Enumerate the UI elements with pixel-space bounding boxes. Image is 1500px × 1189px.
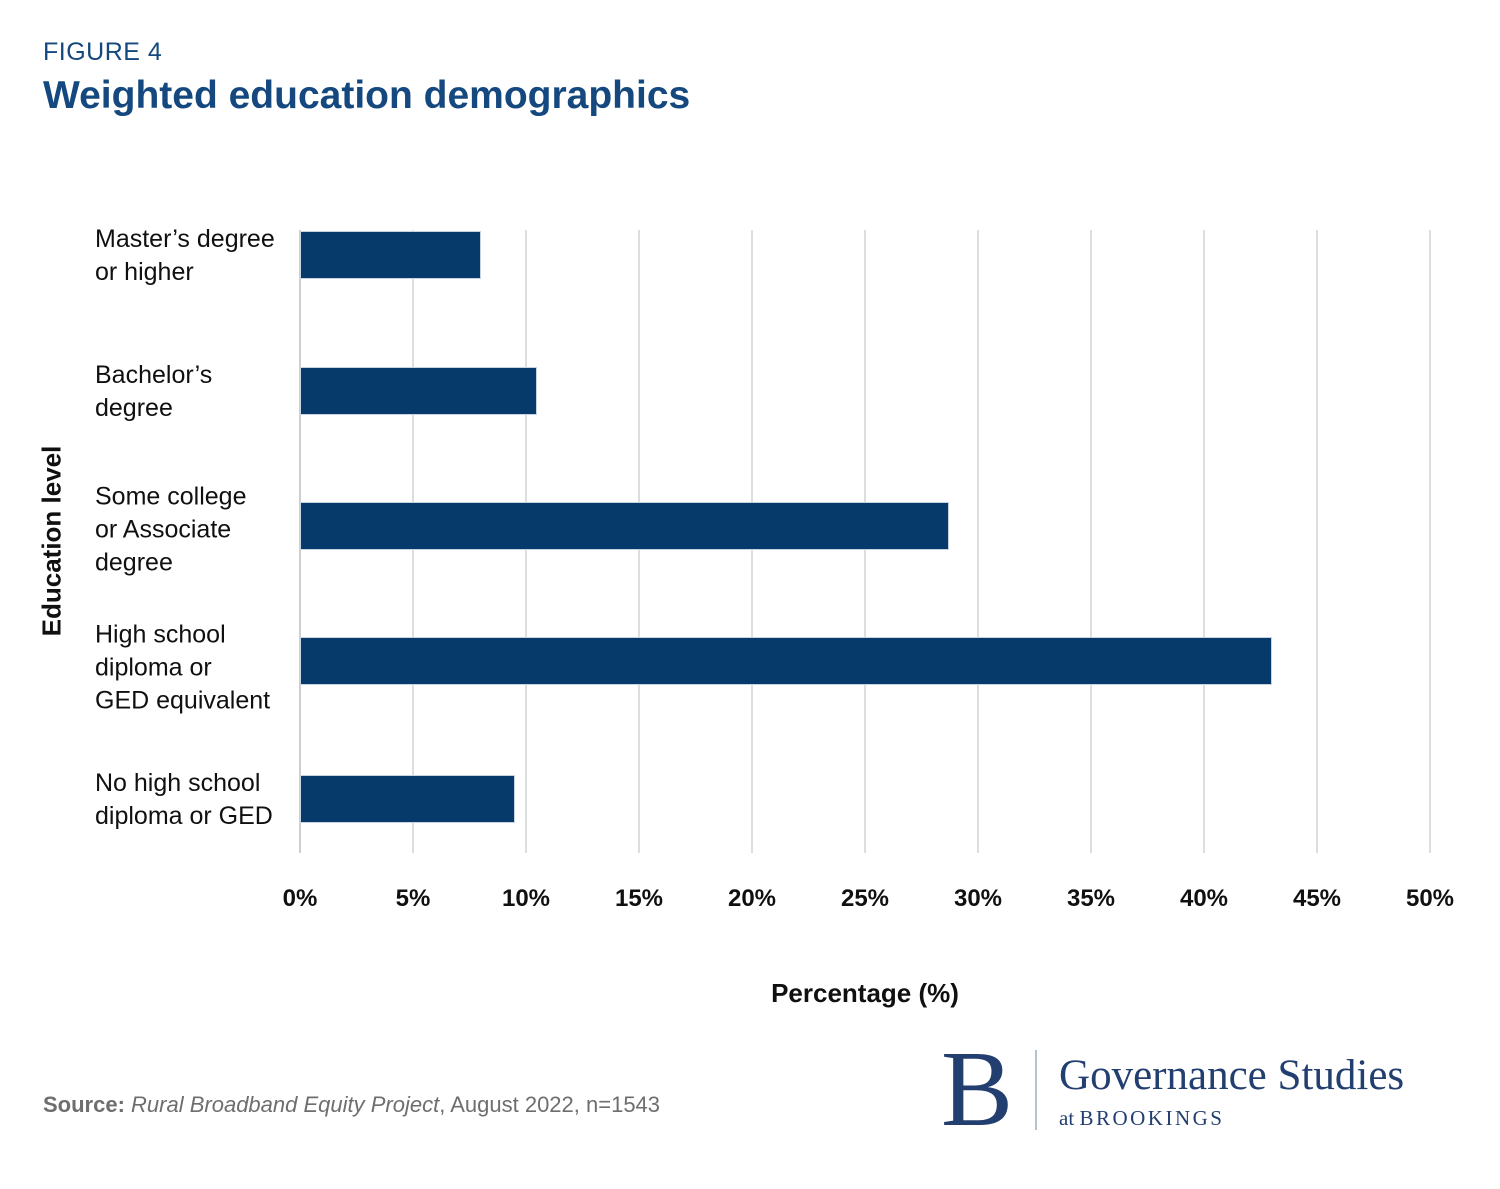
x-tick-label: 5%	[395, 885, 431, 912]
gridline	[1203, 230, 1205, 853]
category-label-some-college: Some college or Associate degree	[95, 482, 247, 577]
x-axis-ticks: 0% 5% 10% 15% 20% 25% 30% 35% 40% 45% 50%	[283, 885, 1454, 915]
gridline	[1316, 230, 1318, 853]
category-label-bachelors: Bachelor’s degree	[95, 361, 213, 422]
brookings-b-monogram: B	[941, 1030, 1014, 1149]
bar-some-college-or-associate	[300, 502, 949, 550]
y-axis-title: Education level	[36, 445, 67, 637]
bar-bachelors-degree	[300, 367, 538, 415]
logo-text: Governance Studies at BROOKINGS	[1059, 1048, 1404, 1131]
x-axis-title: Percentage (%)	[771, 978, 959, 1008]
source-details: , August 2022, n=1543	[439, 1092, 661, 1117]
gridline	[1090, 230, 1092, 853]
logo-subtitle-brookings: BROOKINGS	[1079, 1106, 1225, 1130]
plot-area	[299, 230, 1431, 853]
category-label-masters: Master’s degree or higher	[95, 225, 275, 286]
x-tick-label: 35%	[1066, 885, 1116, 912]
x-tick-label: 20%	[727, 885, 777, 912]
category-label-high-school: High school diploma or GED equivalent	[95, 620, 271, 715]
x-tick-label: 15%	[614, 885, 664, 912]
logo-program-name: Governance Studies	[1059, 1052, 1405, 1099]
logo-divider	[1035, 1050, 1038, 1130]
logo-subtitle-at: at	[1059, 1106, 1075, 1130]
gridline	[1429, 230, 1431, 853]
logo-subtitle: at BROOKINGS	[1059, 1106, 1404, 1131]
figure-number-label: FIGURE 4	[43, 38, 163, 66]
x-tick-label: 50%	[1405, 885, 1455, 912]
figure-title: Weighted education demographics	[43, 74, 691, 117]
x-tick-label: 0%	[282, 885, 318, 912]
x-tick-label: 30%	[953, 885, 1003, 912]
gridline	[977, 230, 979, 853]
bar-no-high-school-diploma	[300, 775, 515, 823]
x-tick-label: 10%	[501, 885, 551, 912]
x-tick-label: 40%	[1179, 885, 1229, 912]
source-prefix: Source:	[43, 1092, 125, 1117]
x-tick-label: 25%	[840, 885, 890, 912]
brookings-logo: B Governance Studies at BROOKINGS	[941, 1030, 1404, 1149]
source-project-name: Rural Broadband Equity Project	[124, 1092, 440, 1117]
x-tick-label: 45%	[1292, 885, 1342, 912]
bar-high-school-diploma-or-ged	[300, 637, 1272, 685]
category-label-no-high-school: No high school diploma or GED	[95, 769, 273, 830]
source-note: Source: Rural Broadband Equity Project, …	[43, 1092, 660, 1118]
bar-masters-degree-or-higher	[300, 231, 481, 279]
